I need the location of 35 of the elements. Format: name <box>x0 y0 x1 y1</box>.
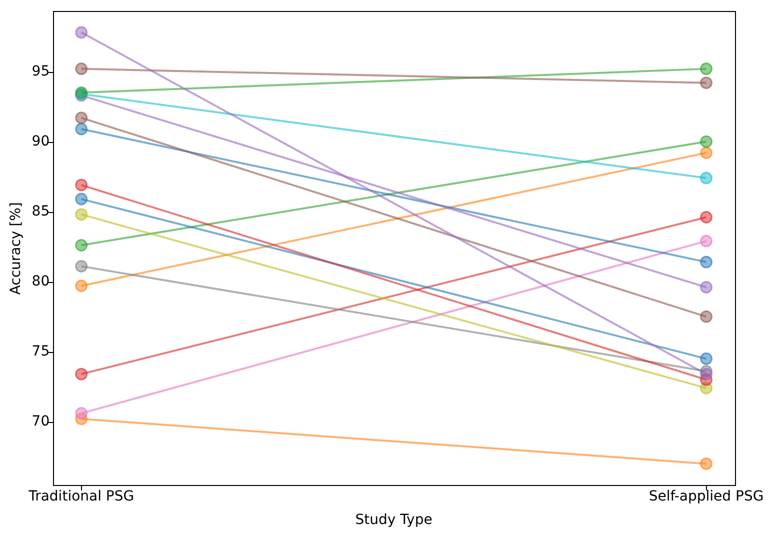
x-tick-label: Traditional PSG <box>28 488 134 504</box>
point <box>75 112 88 124</box>
point <box>75 407 88 420</box>
point <box>75 192 88 206</box>
y-tick-label: 80 <box>32 273 50 290</box>
point <box>75 280 88 292</box>
point <box>700 146 713 160</box>
point <box>700 281 713 294</box>
x-tick-label: Self-applied PSG <box>648 488 764 504</box>
point <box>700 234 713 248</box>
point <box>700 76 713 90</box>
point <box>700 256 713 268</box>
point <box>75 239 88 252</box>
point <box>700 310 713 323</box>
point <box>75 178 88 192</box>
point <box>700 135 713 148</box>
y-tick-label: 85 <box>32 203 50 220</box>
x-axis-title: Study Type <box>355 512 432 528</box>
point <box>75 208 88 221</box>
point <box>700 352 713 365</box>
point <box>700 457 713 470</box>
y-tick-label: 95 <box>32 63 50 80</box>
point <box>75 26 88 39</box>
point <box>75 62 88 76</box>
y-tick-label: 70 <box>32 413 50 430</box>
point <box>75 368 88 380</box>
point <box>700 62 713 76</box>
y-axis-title: Accuracy [%] <box>8 202 24 295</box>
point <box>700 210 713 224</box>
y-tick-label: 75 <box>32 343 50 360</box>
point <box>75 260 88 273</box>
point <box>75 122 88 136</box>
point <box>700 368 713 380</box>
point <box>700 172 713 184</box>
y-tick-label: 90 <box>32 133 50 150</box>
